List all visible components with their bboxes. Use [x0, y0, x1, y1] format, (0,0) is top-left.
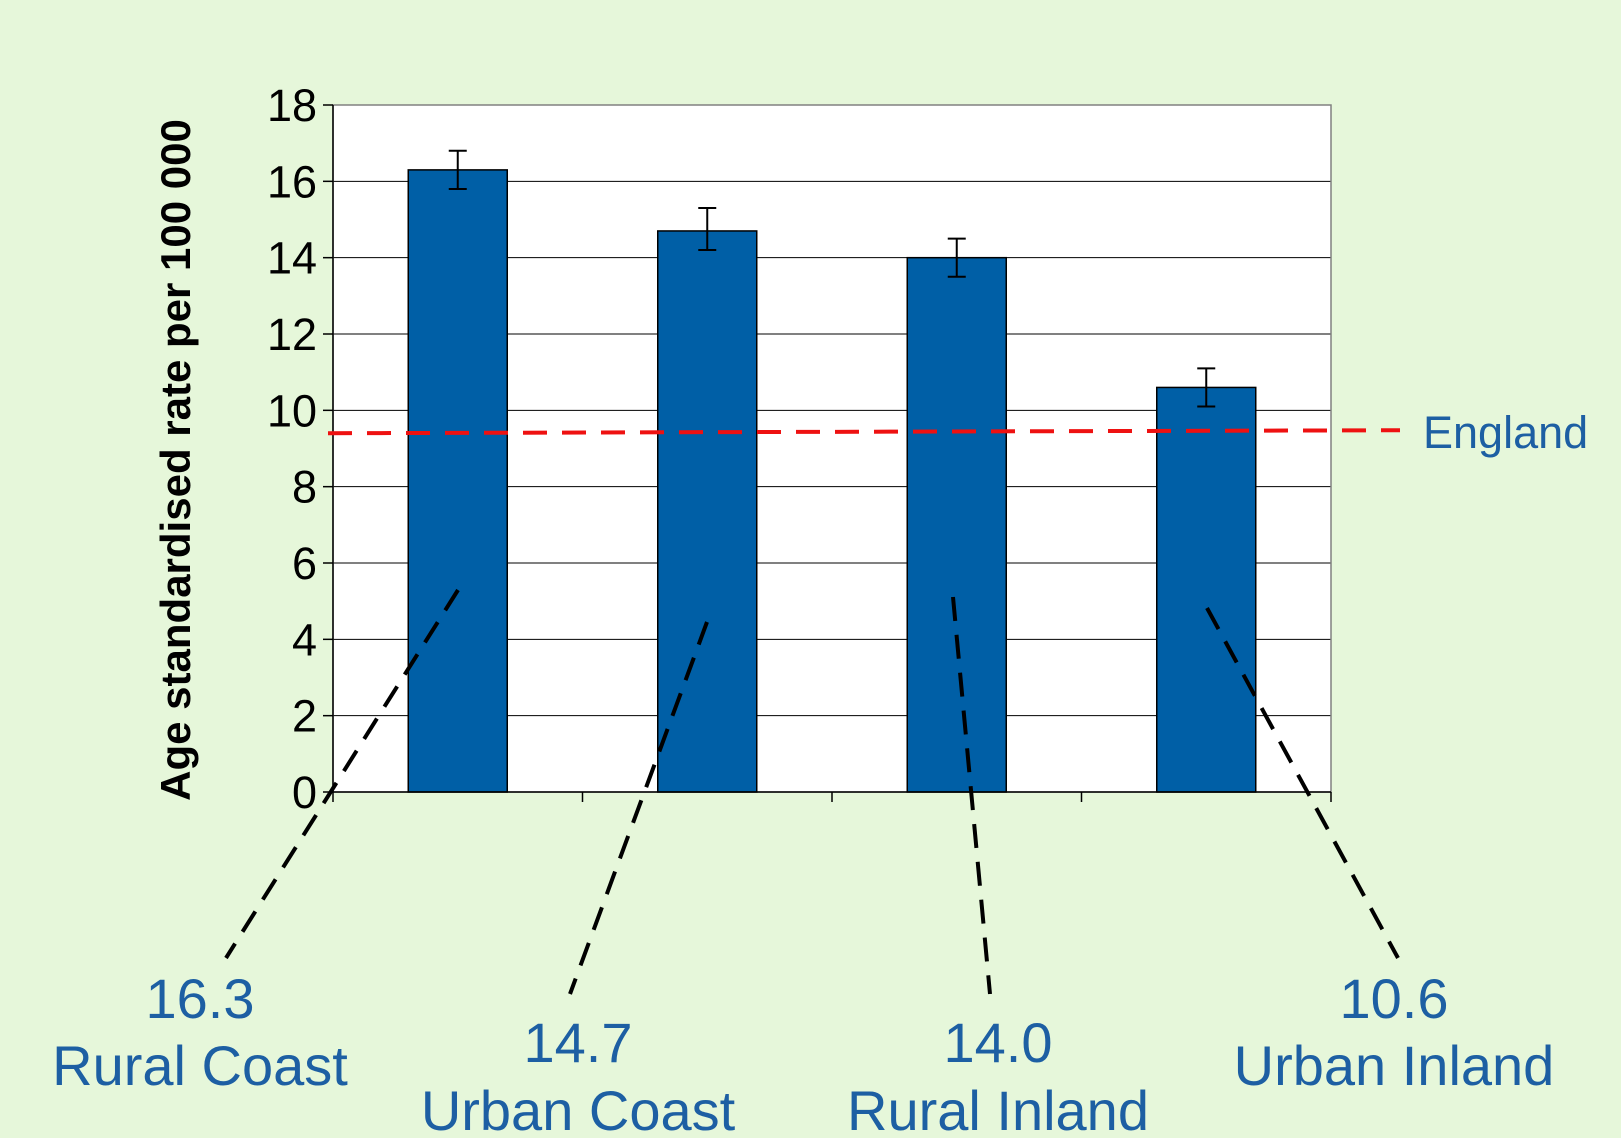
- callout-value: 14.0: [944, 1011, 1053, 1074]
- callout-name: Rural Inland: [847, 1079, 1149, 1138]
- y-axis-ticks: 0 2 4 6 8 10 12 14 16 18: [267, 80, 333, 818]
- callout-leader-line: [1205, 607, 1400, 959]
- y-tick-label: 6: [292, 538, 317, 589]
- y-axis-label: Age standardised rate per 100 000: [152, 119, 199, 801]
- axes: [332, 105, 1332, 802]
- callout-leader-line: [224, 588, 460, 960]
- y-tick-label: 0: [292, 767, 317, 818]
- y-tick-label: 12: [267, 309, 317, 360]
- england-reference-line: [327, 428, 1401, 436]
- callout-leader-line: [568, 621, 709, 995]
- england-reference: England: [327, 407, 1588, 458]
- callout-name: Rural Coast: [52, 1034, 348, 1097]
- callout-leader-line: [951, 596, 992, 995]
- bar: [1156, 386, 1257, 793]
- england-label: England: [1423, 407, 1588, 458]
- y-tick-label: 2: [292, 691, 317, 742]
- callout-value: 10.6: [1340, 967, 1449, 1030]
- y-tick-label: 14: [267, 233, 317, 284]
- error-bars: [448, 149, 1216, 408]
- callout-name: Urban Inland: [1234, 1034, 1555, 1097]
- callout-value: 14.7: [524, 1011, 633, 1074]
- y-tick-label: 10: [267, 385, 317, 436]
- y-tick-label: 18: [267, 80, 317, 131]
- bar: [657, 230, 758, 793]
- callout-name: Urban Coast: [421, 1079, 736, 1138]
- y-tick-label: 16: [267, 156, 317, 207]
- bar: [906, 256, 1007, 793]
- bars: [407, 169, 1257, 793]
- callout-value: 16.3: [146, 967, 255, 1030]
- bar: [407, 169, 508, 793]
- y-tick-label: 4: [292, 614, 317, 665]
- y-tick-label: 8: [292, 462, 317, 513]
